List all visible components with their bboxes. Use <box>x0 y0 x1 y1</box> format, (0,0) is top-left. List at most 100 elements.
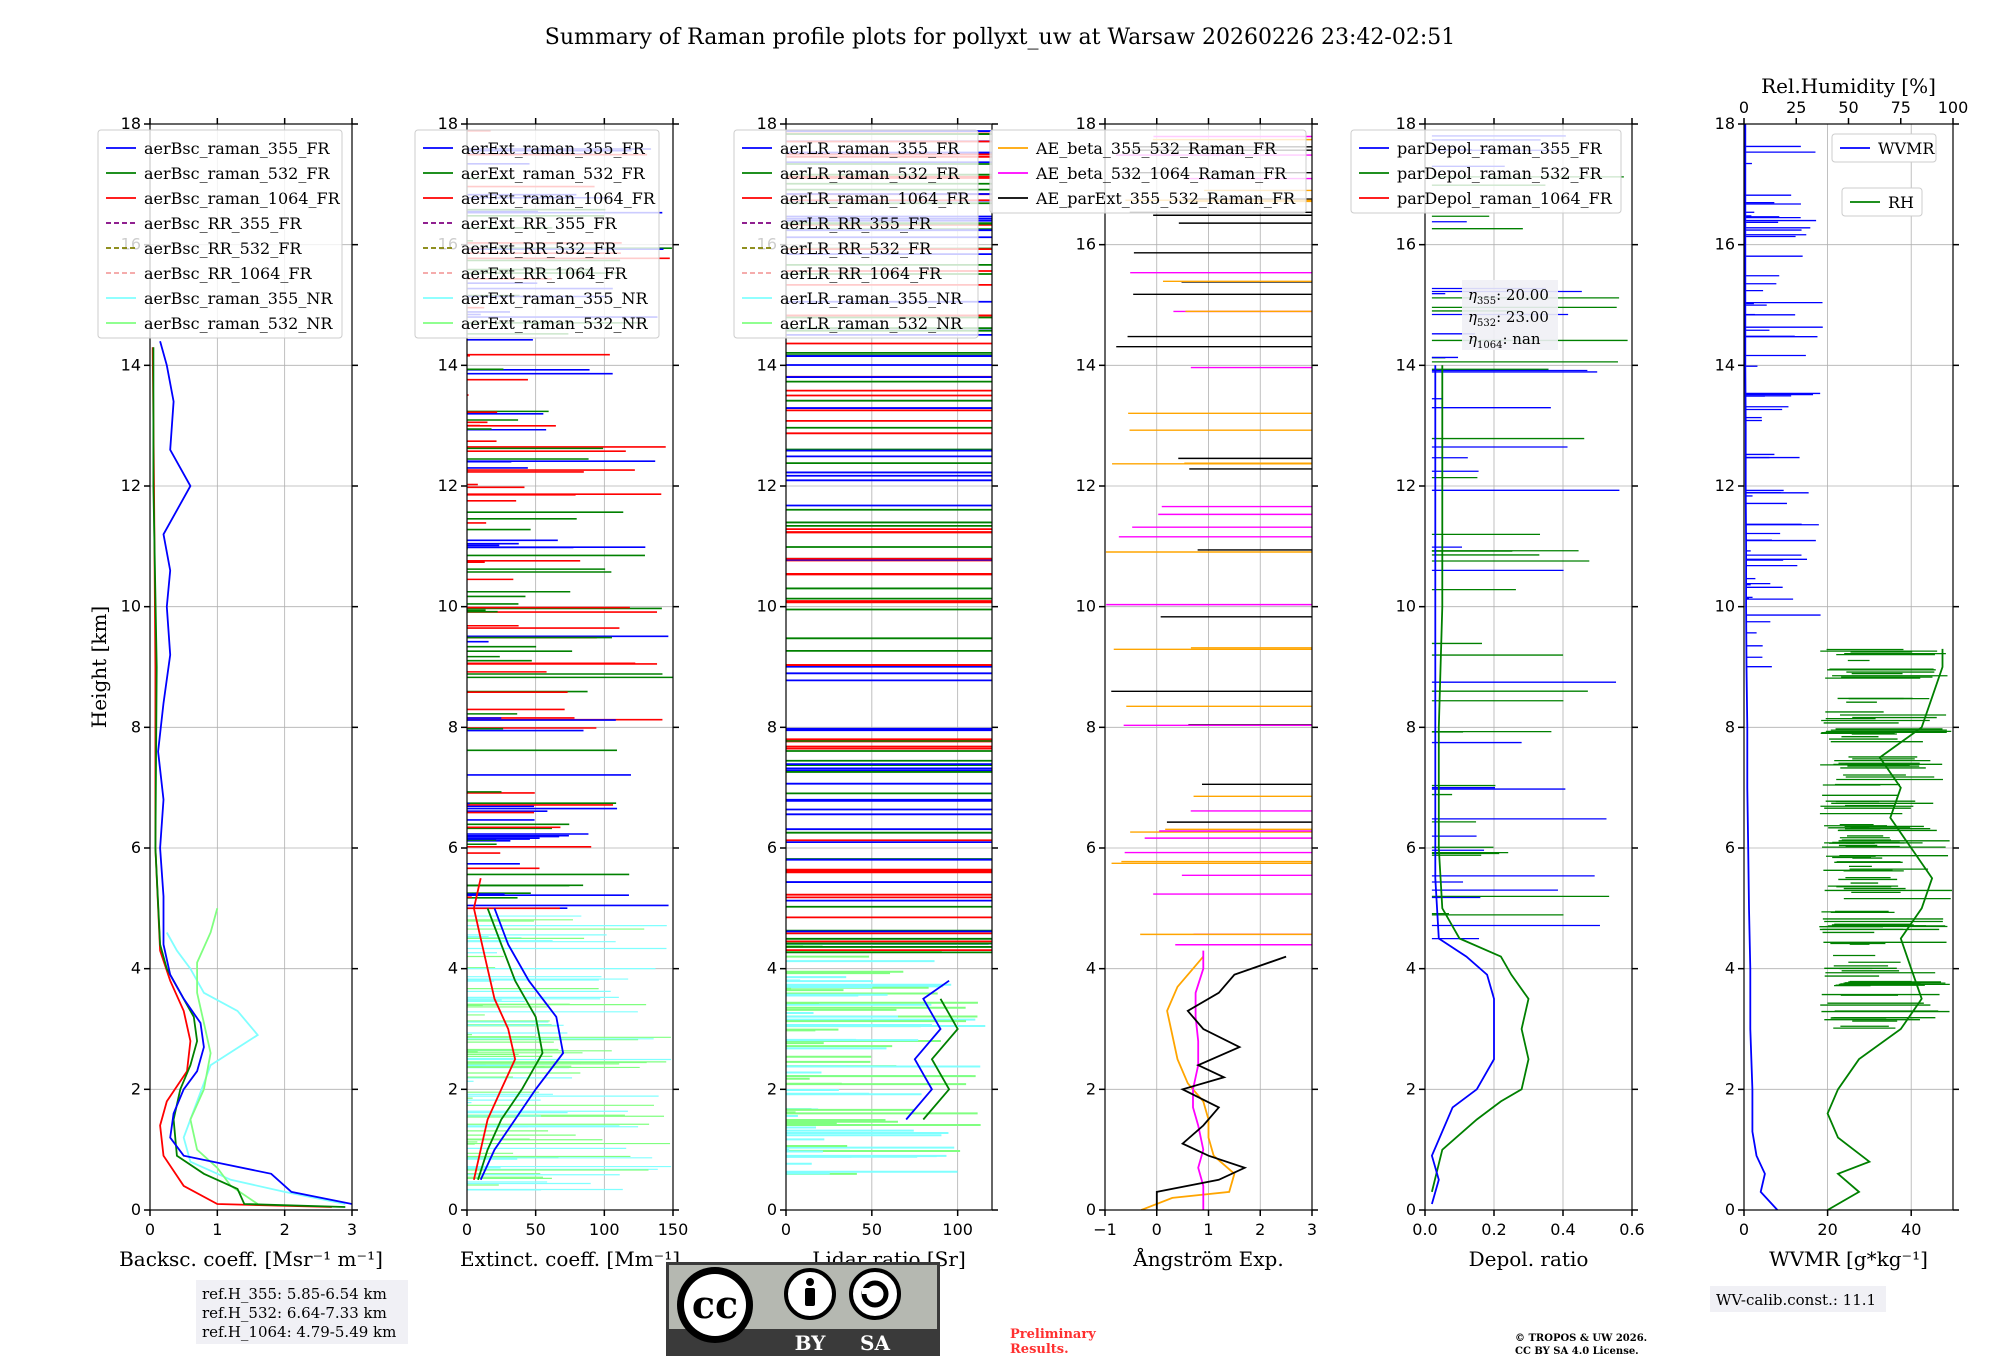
by-label: BY <box>795 1331 827 1355</box>
xtick-label-50: 50 <box>525 1220 545 1239</box>
ytick-label-8: 8 <box>1725 717 1735 736</box>
plot-area-bsc <box>151 340 352 1208</box>
legend-label-aerExt_raman_532_NR: aerExt_raman_532_NR <box>461 314 649 333</box>
legend-label-parDepol_raman_532_FR: parDepol_raman_532_FR <box>1397 164 1603 183</box>
ytick-label-14: 14 <box>121 355 141 374</box>
ytick-label-4: 4 <box>131 959 141 978</box>
ref-height-box: ref.H_355: 5.85-6.54 km ref.H_532: 6.64-… <box>196 1280 408 1344</box>
xtick-label-−1: −1 <box>1093 1220 1117 1239</box>
legend-label-aerBsc_raman_532_FR: aerBsc_raman_532_FR <box>144 164 330 183</box>
ytick-label-2: 2 <box>1725 1079 1735 1098</box>
legend-label-aerExt_RR_355_FR: aerExt_RR_355_FR <box>461 214 618 233</box>
legend-label-aerExt_raman_355_FR: aerExt_raman_355_FR <box>461 139 646 158</box>
preliminary-line-1: Preliminary <box>1010 1327 1096 1342</box>
legend-box-depol <box>1350 129 1622 214</box>
ytick-label-14: 14 <box>1715 355 1735 374</box>
legend-label-aerLR_raman_532_FR: aerLR_raman_532_FR <box>780 164 960 183</box>
legend-label-RH: RH <box>1888 193 1914 212</box>
series-WVMR <box>1744 124 1779 1210</box>
ytick-label-18: 18 <box>1076 114 1096 133</box>
xtick-label-0.0: 0.0 <box>1412 1220 1437 1239</box>
xlabel-ext: Extinct. coeff. [Mm⁻¹] <box>460 1247 680 1271</box>
ytick-label-12: 12 <box>1396 476 1416 495</box>
series-AE_beta_355_532_Raman_FR <box>1140 956 1236 1210</box>
legend-label-aerBsc_raman_355_FR: aerBsc_raman_355_FR <box>144 139 330 158</box>
ytick-label-8: 8 <box>1406 717 1416 736</box>
ytick-label-2: 2 <box>1406 1079 1416 1098</box>
ref-height-1064: ref.H_1064: 4.79-5.49 km <box>202 1323 396 1341</box>
ref-height-532: ref.H_532: 6.64-7.33 km <box>202 1304 387 1322</box>
series-aerLR_raman_532_FR <box>922 998 959 1121</box>
xtick-label-40: 40 <box>1901 1220 1921 1239</box>
series-aerExt_raman_355_FR <box>479 907 565 1181</box>
series-parDepol_raman_532_FR <box>1431 365 1530 1193</box>
ytick-label-12: 12 <box>1076 476 1096 495</box>
legend-label-aerLR_raman_355_NR: aerLR_raman_355_NR <box>780 289 963 308</box>
ytick-label-0: 0 <box>1725 1200 1735 1219</box>
xtick-label-50: 50 <box>862 1220 882 1239</box>
xtick-label-0: 0 <box>462 1220 472 1239</box>
legend-label-aerLR_RR_1064_FR: aerLR_RR_1064_FR <box>780 264 942 283</box>
legend-label-aerExt_raman_532_FR: aerExt_raman_532_FR <box>461 164 646 183</box>
xlabel-wv: WVMR [g*kg⁻¹] <box>1769 1247 1928 1271</box>
legend-label-aerBsc_RR_355_FR: aerBsc_RR_355_FR <box>144 214 302 233</box>
figure-title: Summary of Raman profile plots for polly… <box>545 25 1455 50</box>
copyright-line-1: © TROPOS & UW 2026. <box>1515 1333 1647 1344</box>
ytick-label-4: 4 <box>1406 959 1416 978</box>
ytick-label-4: 4 <box>1725 959 1735 978</box>
ytick-label-2: 2 <box>448 1079 458 1098</box>
legend-label-aerBsc_RR_532_FR: aerBsc_RR_532_FR <box>144 239 302 258</box>
series-aerBsc_raman_355_NR <box>166 932 346 1205</box>
legend-label-aerBsc_raman_1064_FR: aerBsc_raman_1064_FR <box>144 189 341 208</box>
ytick-label-12: 12 <box>121 476 141 495</box>
xtick-label-0.2: 0.2 <box>1481 1220 1506 1239</box>
ytick-label-10: 10 <box>438 597 458 616</box>
legend-label-aerLR_RR_355_FR: aerLR_RR_355_FR <box>780 214 932 233</box>
legend-label-aerExt_RR_1064_FR: aerExt_RR_1064_FR <box>461 264 628 283</box>
ytick-label-0: 0 <box>448 1200 458 1219</box>
xtick-label-2: 2 <box>1255 1220 1265 1239</box>
xtick-label-2: 2 <box>280 1220 290 1239</box>
preliminary-note: Preliminary Results. <box>1010 1327 1096 1357</box>
series-aerBsc_raman_355_FR <box>157 340 352 1205</box>
ytick-label-4: 4 <box>448 959 458 978</box>
legend-box-RH <box>1841 187 1923 217</box>
ytick-label-6: 6 <box>1086 838 1096 857</box>
xtick-label-0: 0 <box>1739 1220 1749 1239</box>
ytick-label-10: 10 <box>1076 597 1096 616</box>
ytick-label-18: 18 <box>1715 114 1735 133</box>
ytick-label-6: 6 <box>448 838 458 857</box>
series-parDepol_raman_355_FR <box>1430 365 1495 1205</box>
legend-label-aerLR_raman_1064_FR: aerLR_raman_1064_FR <box>780 189 970 208</box>
ytick-label-6: 6 <box>767 838 777 857</box>
plot-area-wv <box>1744 124 1953 1210</box>
xtick-label-0: 0 <box>1152 1220 1162 1239</box>
legend-label-aerExt_RR_532_FR: aerExt_RR_532_FR <box>461 239 618 258</box>
xtick-label-1: 1 <box>212 1220 222 1239</box>
panel-wv: 0 20 40 0 2 4 6 8 10 12 14 16 18 WVMR [g*kg⁻¹] 0 25 50 75… <box>1715 74 1969 1271</box>
xlabel-ae: Ångström Exp. <box>1132 1246 1283 1271</box>
xtick-label-3: 3 <box>347 1220 357 1239</box>
legend-label-aerLR_raman_532_NR: aerLR_raman_532_NR <box>780 314 963 333</box>
eta-1064: η1064: nan <box>1468 330 1541 351</box>
plot-area-ae <box>1105 135 1312 1210</box>
ytick-label-12: 12 <box>1715 476 1735 495</box>
ytick-label-8: 8 <box>131 717 141 736</box>
eta-355: η355: 20.00 <box>1468 286 1549 307</box>
legend-box-ext <box>414 129 660 339</box>
xtick-label-20: 20 <box>1817 1220 1837 1239</box>
top-tick-label-100: 100 <box>1938 98 1969 117</box>
legend-label-parDepol_raman_1064_FR: parDepol_raman_1064_FR <box>1397 189 1613 208</box>
copyright-line-2: CC BY SA 4.0 License. <box>1515 1346 1639 1357</box>
preliminary-line-2: Results. <box>1010 1342 1069 1357</box>
plot-area-lr <box>786 130 992 1175</box>
ytick-label-6: 6 <box>131 838 141 857</box>
legend-label-AE_parExt_355_532_Raman_FR: AE_parExt_355_532_Raman_FR <box>1035 189 1296 208</box>
series-aerBsc_raman_532_FR <box>152 347 346 1208</box>
series-aerExt_raman_532_FR <box>477 907 544 1181</box>
top-tick-label-25: 25 <box>1786 98 1806 117</box>
ytick-label-18: 18 <box>438 114 458 133</box>
copyright-note: © TROPOS & UW 2026. CC BY SA 4.0 License… <box>1515 1333 1647 1357</box>
legend-label-aerBsc_raman_532_NR: aerBsc_raman_532_NR <box>144 314 333 333</box>
